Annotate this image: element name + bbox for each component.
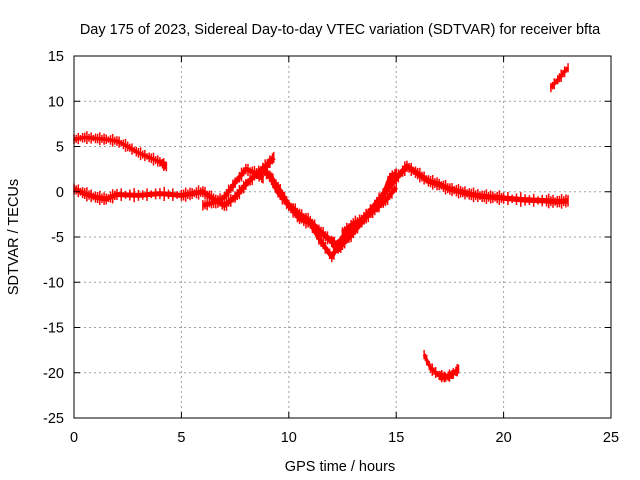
y-tick-label: 15 <box>48 49 64 65</box>
chart-title: Day 175 of 2023, Sidereal Day-to-day VTE… <box>80 22 601 38</box>
x-tick-label: 10 <box>281 430 297 446</box>
data-series-3 <box>202 163 265 211</box>
data-series-1 <box>73 131 168 172</box>
data-series-7 <box>422 350 460 383</box>
x-tick-label: 5 <box>177 430 185 446</box>
series-band <box>73 135 168 168</box>
axis-ticks: 0 5 10 15 20 25 -25 -20 -15 -10 -5 0 5 10 15 <box>43 49 619 446</box>
x-axis-label: GPS time / hours <box>285 459 395 475</box>
y-axis-label: SDTVAR / TECUs <box>6 179 22 295</box>
grid-lines <box>74 56 611 418</box>
x-tick-label: 20 <box>496 430 512 446</box>
data-series-6 <box>341 168 398 238</box>
y-tick-label: -25 <box>43 411 64 427</box>
y-tick-label: -10 <box>43 275 64 291</box>
y-tick-label: -15 <box>43 321 64 337</box>
y-tick-label: -5 <box>51 230 64 246</box>
x-tick-label: 25 <box>603 430 619 446</box>
y-tick-label: 5 <box>56 140 64 156</box>
x-tick-label: 15 <box>388 430 404 446</box>
data-series-8 <box>549 63 570 93</box>
y-tick-label: -20 <box>43 366 64 382</box>
x-tick-label: 0 <box>70 430 78 446</box>
y-tick-label: 10 <box>48 94 64 110</box>
data-series <box>73 63 570 383</box>
y-tick-label: 0 <box>56 185 64 201</box>
